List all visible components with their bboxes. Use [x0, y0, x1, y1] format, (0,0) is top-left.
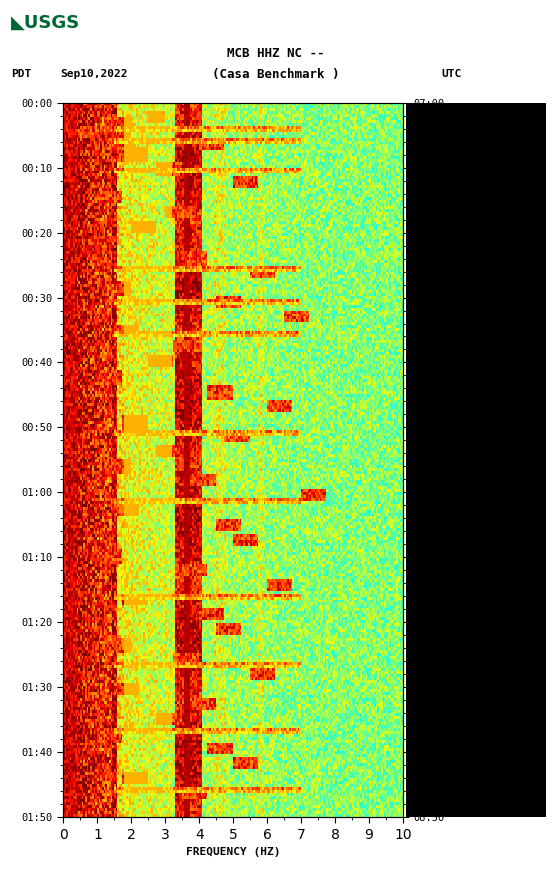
Text: PDT: PDT: [11, 69, 31, 79]
Text: Sep10,2022: Sep10,2022: [61, 69, 128, 79]
Text: (Casa Benchmark ): (Casa Benchmark ): [213, 68, 339, 80]
Text: UTC: UTC: [442, 69, 462, 79]
X-axis label: FREQUENCY (HZ): FREQUENCY (HZ): [186, 847, 280, 857]
Text: MCB HHZ NC --: MCB HHZ NC --: [227, 47, 325, 60]
Text: ◣USGS: ◣USGS: [11, 13, 80, 31]
